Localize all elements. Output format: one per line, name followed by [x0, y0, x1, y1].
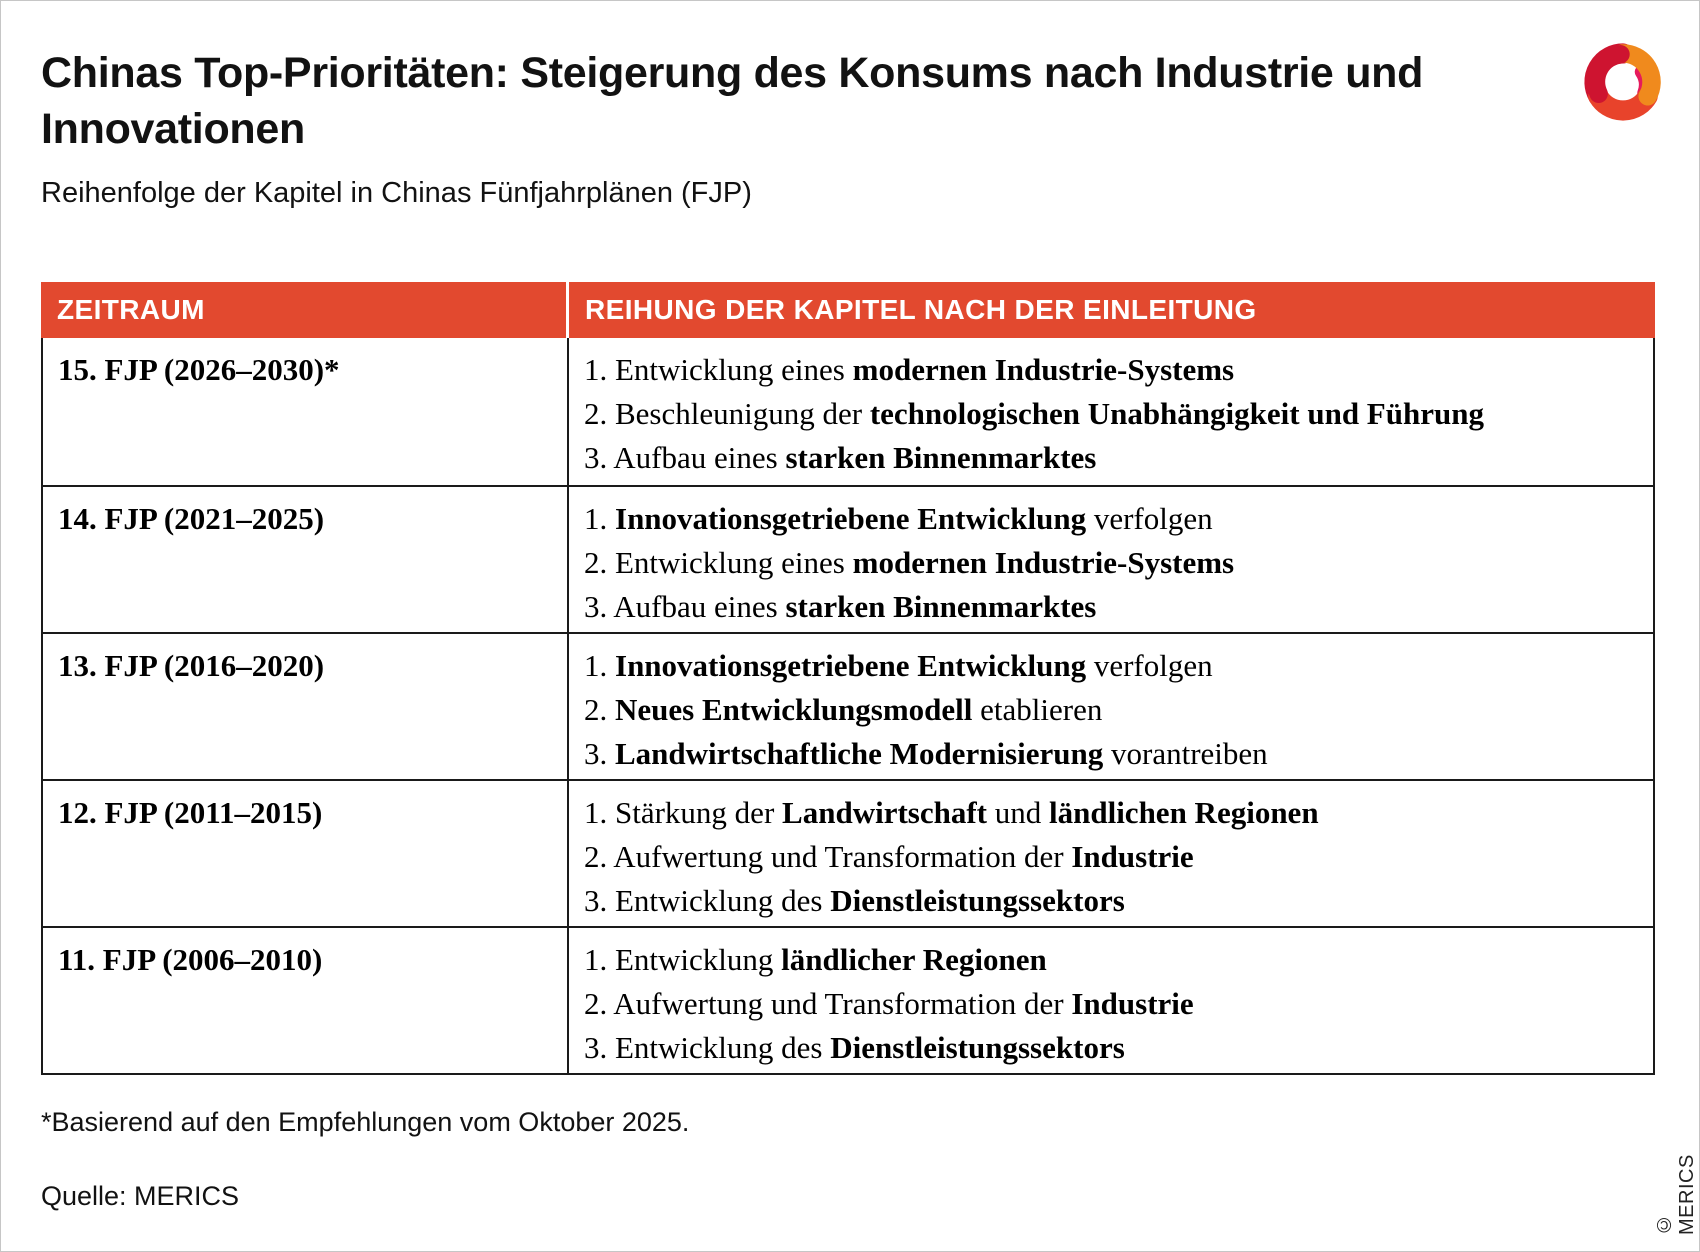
table-row: 12. FJP (2011–2015) 1. Stärkung der Landw… [43, 779, 1653, 926]
fjp-table: ZEITRAUM REIHUNG DER KAPITEL NACH DER EI… [41, 282, 1655, 1075]
column-header-zeitraum: ZEITRAUM [41, 282, 569, 338]
column-header-reihung: REIHUNG DER KAPITEL NACH DER EINLEITUNG [585, 294, 1257, 325]
table-row: 14. FJP (2021–2025) 1. Innovationsgetrieb… [43, 485, 1653, 632]
merics-logo-icon [1581, 39, 1665, 125]
table-header-row: ZEITRAUM REIHUNG DER KAPITEL NACH DER EI… [41, 282, 1655, 338]
chapter-line: 3. Aufbau eines starken Binnenmarktes [584, 440, 1097, 475]
chapter-line: 1. Innovationsgetriebene Entwicklung ver… [584, 648, 1213, 683]
chapter-line: 2. Beschleunigung der technologischen Un… [584, 396, 1484, 431]
chapter-line: 1. Entwicklung eines modernen Industrie-… [584, 352, 1235, 387]
chapters-cell: 1. Entwicklung ländlicher Regionen 2. Auf… [569, 928, 1653, 1073]
table-row: 13. FJP (2016–2020) 1. Innovationsgetrieb… [43, 632, 1653, 779]
period-cell: 12. FJP (2011–2015) [43, 781, 569, 926]
chapters-cell: 1. Entwicklung eines modernen Industrie-… [569, 338, 1653, 485]
table-row: 15. FJP (2026–2030)* 1. Entwicklung eines… [43, 338, 1653, 485]
chapter-line: 1. Stärkung der Landwirtschaft und ländl… [584, 795, 1319, 830]
page-title: Chinas Top-Prioritäten: Steigerung des K… [41, 49, 1424, 153]
chapters-cell: 1. Innovationsgetriebene Entwicklung ver… [569, 634, 1653, 779]
chapters-cell: 1. Stärkung der Landwirtschaft und ländl… [569, 781, 1653, 926]
table-body: 15. FJP (2026–2030)* 1. Entwicklung eines… [41, 338, 1655, 1075]
chapters-cell: 1. Innovationsgetriebene Entwicklung ver… [569, 487, 1653, 632]
period-cell: 11. FJP (2006–2010) [43, 928, 569, 1073]
chapter-line: 2. Entwicklung eines modernen Industrie-… [584, 545, 1235, 580]
footnote: *Basierend auf den Empfehlungen vom Okto… [41, 1107, 690, 1137]
chapter-line: 1. Innovationsgetriebene Entwicklung ver… [584, 501, 1213, 536]
chapter-line: 2. Neues Entwicklungsmodell etablieren [584, 692, 1103, 727]
chapter-line: 1. Entwicklung ländlicher Regionen [584, 942, 1047, 977]
chapter-line: 3. Entwicklung des Dienstleistungssektor… [584, 883, 1125, 918]
period-cell: 14. FJP (2021–2025) [43, 487, 569, 632]
chapter-line: 2. Aufwertung und Transformation der Ind… [584, 986, 1194, 1021]
chapter-line: 2. Aufwertung und Transformation der Ind… [584, 839, 1194, 874]
chapter-line: 3. Entwicklung des Dienstleistungssektor… [584, 1030, 1125, 1065]
period-cell: 15. FJP (2026–2030)* [43, 338, 569, 485]
chapter-line: 3. Landwirtschaftliche Modernisierung vo… [584, 736, 1268, 771]
table-row: 11. FJP (2006–2010) 1. Entwicklung ländli… [43, 926, 1653, 1073]
chapter-line: 3. Aufbau eines starken Binnenmarktes [584, 589, 1097, 624]
period-cell: 13. FJP (2016–2020) [43, 634, 569, 779]
source-note: Quelle: MERICS [41, 1181, 240, 1211]
page-subtitle: Reihenfolge der Kapitel in Chinas Fünfja… [41, 177, 752, 209]
copyright-vertical: © MERICS [1653, 1154, 1698, 1235]
